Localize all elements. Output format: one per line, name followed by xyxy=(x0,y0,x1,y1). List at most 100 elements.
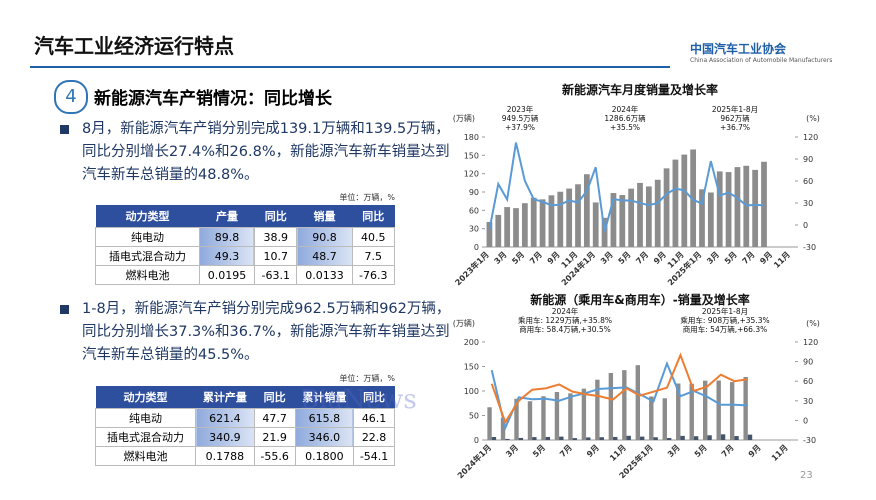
bar xyxy=(583,174,590,247)
x-tick-label: 5月 xyxy=(510,250,526,266)
cell: -54.1 xyxy=(353,446,395,466)
x-tick-label: 5月 xyxy=(693,443,709,459)
x-tick-label: 5月 xyxy=(531,443,547,459)
bar xyxy=(572,438,577,440)
y-tick-label: 150 xyxy=(464,363,479,372)
bar xyxy=(699,189,705,247)
x-tick-label: 7月 xyxy=(720,443,736,459)
table: 动力类型 产量 同比 销量 同比 纯电动 89.8 38.9 90.8 40.5 插电式混合动力 49… xyxy=(95,205,396,285)
line xyxy=(488,142,765,233)
section-number: 4 xyxy=(54,80,88,114)
bar xyxy=(752,169,759,247)
bar xyxy=(729,382,735,440)
header-cell: 动力类型 xyxy=(95,386,196,409)
cell: 90.8 xyxy=(296,227,353,247)
bar xyxy=(707,192,714,247)
annotation: 2025年1-8月 xyxy=(712,104,758,114)
x-tick-label: 3月 xyxy=(504,443,520,459)
bar xyxy=(716,380,721,440)
y2-tick-label: 120 xyxy=(803,338,818,347)
logo-en: China Association of Automobile Manufact… xyxy=(690,57,833,64)
bar xyxy=(720,434,726,440)
bar xyxy=(513,208,519,247)
cell: 0.1800 xyxy=(294,446,355,466)
y-tick-label: 120 xyxy=(464,170,479,179)
bar xyxy=(689,383,694,440)
cell: 46.1 xyxy=(353,408,395,428)
x-tick-label: 9月 xyxy=(585,443,601,459)
bar xyxy=(613,436,618,440)
bar xyxy=(487,407,492,440)
bar xyxy=(568,393,573,440)
page-number: 23 xyxy=(800,470,813,481)
bar xyxy=(676,383,681,440)
y-axis-label: (万辆) xyxy=(453,113,475,123)
cell: 插电式混合动力 xyxy=(95,246,200,266)
logo: 中国汽车工业协会 China Association of Automobile… xyxy=(690,40,832,64)
y2-tick-label: 90 xyxy=(803,358,813,367)
row: 燃料电池 0.1788 -55.6 0.1800 -54.1 xyxy=(94,446,395,466)
y-tick-label: 60 xyxy=(469,206,479,215)
y2-tick-label: 60 xyxy=(803,177,813,186)
annotation: 1286.6万辆 xyxy=(604,113,646,123)
y2-axis-label: (%) xyxy=(806,319,820,328)
cell: 燃料电池 xyxy=(94,446,197,466)
bar xyxy=(495,214,502,247)
x-tick-label: 11月 xyxy=(772,250,792,270)
bar xyxy=(622,370,627,440)
y2-tick-label: -30 xyxy=(803,243,816,252)
cell: 纯电动 xyxy=(94,408,197,428)
table: 动力类型 累计产量 同比 累计销量 同比 纯电动 621.4 47.7 615.8 46.1 插电式… xyxy=(94,386,395,466)
header-row: 动力类型 产量 同比 销量 同比 xyxy=(95,205,395,228)
bar xyxy=(566,188,573,247)
bar xyxy=(505,438,510,440)
header-cell: 销量 xyxy=(296,205,353,228)
cell: 0.1788 xyxy=(195,446,255,466)
x-tick-label: 11月 xyxy=(608,443,628,463)
annotation: 949.5万辆 xyxy=(502,113,539,123)
table-unit: 单位：万辆，% xyxy=(339,193,395,202)
bar xyxy=(514,398,519,440)
x-tick-label: 7月 xyxy=(634,250,650,266)
cell: 40.5 xyxy=(351,227,396,247)
y-axis-label: (万辆) xyxy=(453,318,475,328)
bar xyxy=(693,436,699,440)
bar xyxy=(666,438,672,440)
cell: -63.1 xyxy=(254,265,298,285)
cell: 0.0133 xyxy=(296,265,353,285)
annotation: 2024年 xyxy=(612,104,639,114)
cell: 49.3 xyxy=(198,246,256,266)
bar xyxy=(559,436,564,440)
header-cell: 累计产量 xyxy=(195,386,255,409)
bullet: 1-8月，新能源汽车产销分别完成962.5万辆和962万辆，同比分别增长37.3… xyxy=(60,298,462,367)
bar xyxy=(532,437,537,440)
y-tick-label: 100 xyxy=(464,387,479,396)
header-cell: 累计销量 xyxy=(295,386,354,409)
row: 燃料电池 0.0195 -63.1 0.0133 -76.3 xyxy=(95,265,396,285)
bar xyxy=(486,221,493,247)
x-tick-label: 7月 xyxy=(528,250,544,266)
bar xyxy=(645,186,652,247)
row: 插电式混合动力 340.9 21.9 346.0 22.8 xyxy=(94,427,395,447)
bar xyxy=(681,154,688,247)
row: 插电式混合动力 49.3 10.7 48.7 7.5 xyxy=(95,246,396,266)
bar xyxy=(581,388,587,440)
cell: 10.7 xyxy=(254,246,298,266)
cell: 纯电动 xyxy=(95,227,200,247)
bar xyxy=(548,195,555,247)
bar xyxy=(541,396,546,440)
cell: 21.9 xyxy=(253,427,296,447)
header-cell: 同比 xyxy=(353,386,395,409)
bar xyxy=(527,401,533,440)
annotation: 962万辆 xyxy=(720,113,750,123)
annotation: 商用车: 54万辆,+66.3% xyxy=(683,324,767,334)
cell: 燃料电池 xyxy=(95,265,200,285)
line xyxy=(490,352,748,425)
bar xyxy=(747,434,753,440)
cell: 38.9 xyxy=(254,227,298,247)
bar xyxy=(672,159,679,247)
y-tick-label: 50 xyxy=(469,412,479,421)
y2-tick-label: -30 xyxy=(803,436,816,445)
cell: 89.8 xyxy=(198,227,256,247)
